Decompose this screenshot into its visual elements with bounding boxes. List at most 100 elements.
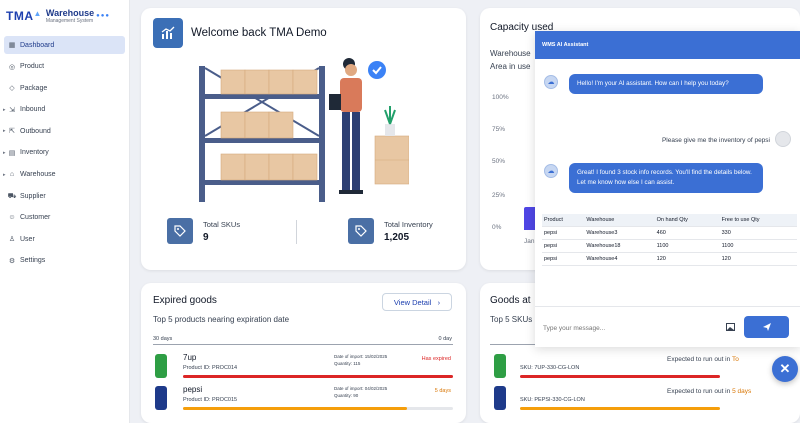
table-header-cell: Product xyxy=(542,214,585,227)
bot-avatar-icon: ☁ xyxy=(544,164,558,178)
capacity-tick: 50% xyxy=(492,158,506,165)
close-chat-button[interactable]: ✕ xyxy=(772,356,798,382)
sidebar-item-label: Settings xyxy=(20,257,46,265)
quantity: Quantity: 115 xyxy=(334,361,361,366)
sidebar-item-outbound[interactable]: ▸ ⇱ Outbound xyxy=(3,122,125,140)
expiry-progress-fill xyxy=(183,407,408,410)
table-cell: 330 xyxy=(719,226,797,240)
sidebar-item-inventory[interactable]: ▸ ▤ Inventory xyxy=(3,144,125,162)
sidebar-item-label: Warehouse xyxy=(20,171,56,179)
product-icon: ◎ xyxy=(8,63,16,71)
capacity-tick: 0% xyxy=(492,224,502,231)
table-cell: pepsi xyxy=(542,226,585,240)
table-cell: 1100 xyxy=(654,239,720,253)
inbound-icon: ⇲ xyxy=(9,106,15,114)
logo-title: Warehouse xyxy=(45,8,95,18)
sidebar-item-dashboard[interactable]: ▦ Dashboard xyxy=(4,36,125,54)
sidebar-item-label: User xyxy=(20,235,35,243)
stock-progress-bar xyxy=(520,375,720,378)
product-image xyxy=(155,354,167,378)
sidebar-item-product[interactable]: ◎ Product xyxy=(4,58,125,76)
capacity-title: Capacity used xyxy=(490,22,554,33)
expected-run-out: Expected to run out in To xyxy=(667,356,739,363)
table-row: pepsi Warehouse18 1100 1100 xyxy=(542,239,797,253)
list-item[interactable]: pepsi Product ID: PROC015 Date of import: … xyxy=(153,384,453,414)
product-name: 7up xyxy=(183,353,197,362)
chevron-right-icon: ▸ xyxy=(3,171,6,178)
sidebar: TMA▲ Warehouse Management System ●●● ▦ Da… xyxy=(0,0,130,423)
import-date: Date of import: 15/02/2025 xyxy=(334,354,388,359)
table-cell: 460 xyxy=(654,226,720,240)
list-item[interactable]: SKU: PEPSI-330-CG-LON Expected to run out… xyxy=(492,384,792,414)
warehouse-icon: ⌂ xyxy=(9,171,15,179)
sidebar-item-settings[interactable]: ⚙ Settings xyxy=(4,252,125,270)
sidebar-item-label: Inbound xyxy=(20,106,46,114)
capacity-bar[interactable] xyxy=(524,207,538,230)
chat-message-input[interactable] xyxy=(543,318,728,338)
list-item[interactable]: SKU: 7UP-330-CG-LON Expected to run out i… xyxy=(492,352,792,382)
customer-icon: ☺ xyxy=(8,214,16,222)
chevron-right-icon: ▸ xyxy=(3,106,6,113)
range-end: 0 day xyxy=(438,336,452,342)
expiry-status: 5 days xyxy=(434,388,451,394)
sidebar-item-label: Package xyxy=(20,84,48,92)
product-image xyxy=(155,386,167,410)
product-id: Product ID: PROC014 xyxy=(183,365,238,371)
sidebar-item-inbound[interactable]: ▸ ⇲ Inbound xyxy=(3,101,125,119)
product-name: pepsi xyxy=(183,385,203,394)
app-logo[interactable]: TMA▲ Warehouse Management System ●●● xyxy=(0,0,129,30)
table-cell: 1100 xyxy=(719,239,797,253)
logo-subtitle: Management System xyxy=(45,18,94,24)
total-skus-value: 9 xyxy=(203,231,209,243)
sidebar-nav: ▦ Dashboard ◎ Product ◇ Package ▸ ⇲ Inbound ▸ ⇱ Out… xyxy=(0,36,129,270)
outbound-icon: ⇱ xyxy=(9,128,15,136)
settings-icon: ⚙ xyxy=(8,257,16,265)
sidebar-item-supplier[interactable]: ⛟ Supplier xyxy=(4,187,125,205)
sidebar-item-package[interactable]: ◇ Package xyxy=(4,79,125,97)
table-cell: 120 xyxy=(719,252,797,266)
capacity-area-label: Area in use xyxy=(490,62,531,71)
expired-subtitle: Top 5 products nearing expiration date xyxy=(153,315,290,324)
range-line xyxy=(153,344,453,345)
total-skus-label: Total SKUs xyxy=(203,219,241,229)
total-skus-stat: Total SKUs 9 xyxy=(167,218,240,244)
sidebar-item-customer[interactable]: ☺ Customer xyxy=(4,209,125,227)
table-cell: Warehouse3 xyxy=(584,226,655,240)
range-start: 30 days xyxy=(153,336,173,342)
expired-goods-card: Expired goods View Detail › Top 5 produc… xyxy=(141,283,466,423)
goods-title: Goods at xyxy=(490,295,531,306)
table-row: pepsi Warehouse3 460 330 xyxy=(542,226,797,240)
sidebar-item-label: Dashboard xyxy=(20,41,55,49)
stat-divider xyxy=(296,220,297,244)
user-message: Please give me the inventory of pepsi xyxy=(661,137,770,144)
table-cell: Warehouse18 xyxy=(584,239,655,253)
list-item[interactable]: 7up Product ID: PROC014 Date of import: 15… xyxy=(153,352,453,382)
stock-progress-bar xyxy=(520,407,720,410)
table-cell: pepsi xyxy=(542,239,585,253)
table-header-cell: On hand Qty xyxy=(654,214,720,227)
sidebar-item-label: Supplier xyxy=(20,192,46,200)
expected-run-out: Expected to run out in 5 days xyxy=(667,388,751,395)
sidebar-item-user[interactable]: ♙ User xyxy=(4,230,125,248)
view-detail-button[interactable]: View Detail › xyxy=(382,293,452,311)
image-upload-icon[interactable] xyxy=(725,322,735,332)
quantity: Quantity: 90 xyxy=(334,393,359,398)
goods-subtitle: Top 5 SKUs xyxy=(490,315,533,324)
table-header-cell: Free to use Qty xyxy=(719,214,797,227)
logo-triangle-icon: ▲ xyxy=(33,9,42,18)
product-id: Product ID: PROC015 xyxy=(183,397,238,403)
sidebar-item-label: Product xyxy=(20,63,45,71)
package-icon: ◇ xyxy=(9,85,15,93)
chat-header: WMS AI Assistant xyxy=(535,31,800,59)
bot-reply-bubble: Great! I found 3 stock info records. You… xyxy=(569,163,763,193)
sidebar-item-warehouse[interactable]: ▸ ⌂ Warehouse xyxy=(3,166,125,184)
expected-run-out-value: 5 days xyxy=(732,388,752,395)
total-inventory-label: Total Inventory xyxy=(384,219,433,229)
expiry-progress-track xyxy=(183,407,453,410)
welcome-title: Welcome back TMA Demo xyxy=(191,27,327,39)
expiry-status: Has expired xyxy=(421,356,451,362)
expected-run-out-value: To xyxy=(731,356,739,363)
inventory-table: Product Warehouse On hand Qty Free to use Q… xyxy=(542,214,797,266)
send-button[interactable] xyxy=(744,316,789,338)
product-image xyxy=(494,386,506,410)
